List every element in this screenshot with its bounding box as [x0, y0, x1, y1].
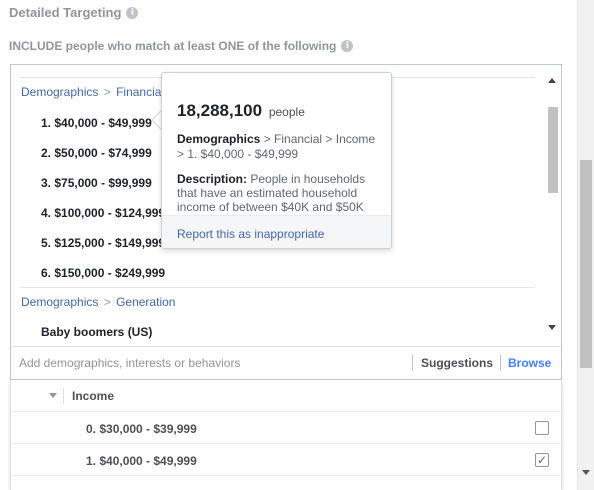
- selected-item[interactable]: 1. $40,000 - $49,999: [41, 116, 152, 130]
- info-icon[interactable]: i: [126, 6, 139, 19]
- tooltip-path-category: Demographics: [177, 132, 261, 146]
- targeting-search-input[interactable]: Add demographics, interests or behaviors: [19, 356, 241, 370]
- selected-item[interactable]: 3. $75,000 - $99,999: [41, 176, 152, 190]
- path-subcategory-link[interactable]: Generation: [116, 295, 176, 309]
- path-category-link[interactable]: Demographics: [21, 295, 99, 309]
- path-separator: >: [103, 85, 111, 99]
- detailed-targeting-label: Detailed Targeting: [9, 5, 122, 20]
- audience-count: 18,288,100: [177, 101, 263, 120]
- include-label: INCLUDE people who match at least ONE of…: [9, 39, 337, 53]
- browse-category-income[interactable]: Income: [11, 380, 561, 412]
- browse-option-label: 1. $40,000 - $49,999: [86, 454, 197, 468]
- browse-option-label: 0. $30,000 - $39,999: [86, 422, 197, 436]
- browse-option[interactable]: 1. $40,000 - $49,999 ✓: [11, 444, 561, 476]
- option-checkbox[interactable]: [535, 421, 549, 435]
- tooltip-path-rest: > Financial > Income > 1. $40,000 - $49,…: [177, 132, 376, 161]
- include-title: INCLUDE people who match at least ONE of…: [9, 39, 354, 53]
- audience-tooltip: 18,288,100 people Demographics > Financi…: [161, 72, 392, 249]
- scroll-up-arrow-icon[interactable]: [548, 78, 556, 83]
- group-path-financial: Demographics > Financial: [21, 85, 164, 99]
- tooltip-description: Description: People in households that h…: [177, 172, 377, 212]
- divider: [20, 287, 534, 288]
- selected-item[interactable]: 6. $150,000 - $249,999: [41, 266, 166, 280]
- audience-size: 18,288,100 people: [177, 101, 305, 121]
- detailed-targeting-title: Detailed Targeting i: [9, 5, 139, 20]
- scroll-down-arrow-icon[interactable]: [548, 325, 556, 330]
- browse-dropdown: Income 0. $30,000 - $39,999 1. $40,000 -…: [10, 380, 562, 490]
- suggestions-button[interactable]: Suggestions: [412, 355, 493, 371]
- page-scrollbar[interactable]: [577, 0, 594, 490]
- selected-item[interactable]: 4. $100,000 - $124,999: [41, 206, 166, 220]
- selected-item[interactable]: 2. $50,000 - $74,999: [41, 146, 152, 160]
- tooltip-path: Demographics > Financial > Income > 1. $…: [177, 132, 377, 162]
- group-path-generation: Demographics > Generation: [21, 295, 175, 309]
- info-icon[interactable]: i: [341, 40, 354, 52]
- browse-option[interactable]: 0. $30,000 - $39,999: [11, 412, 561, 444]
- selected-item[interactable]: Baby boomers (US): [41, 325, 153, 339]
- browse-button[interactable]: Browse: [500, 355, 551, 371]
- tooltip-description-text: People in households that have an estima…: [177, 172, 366, 212]
- list-scrollbar[interactable]: [544, 65, 561, 346]
- browse-category-label: Income: [63, 388, 114, 404]
- path-category-link[interactable]: Demographics: [21, 85, 99, 99]
- audience-unit: people: [268, 105, 305, 119]
- page-scroll-thumb[interactable]: [580, 160, 592, 368]
- scroll-thumb[interactable]: [548, 107, 558, 193]
- path-subcategory-link[interactable]: Financial: [116, 85, 165, 99]
- tooltip-footer: Report this as inappropriate: [162, 215, 391, 248]
- tooltip-description-label: Description:: [177, 172, 248, 186]
- targeting-search-row: Add demographics, interests or behaviors…: [10, 346, 562, 380]
- option-checkbox-checked[interactable]: ✓: [535, 453, 549, 467]
- chevron-down-icon[interactable]: [49, 393, 57, 398]
- path-separator: >: [103, 295, 111, 309]
- scroll-down-arrow-icon[interactable]: [582, 470, 590, 475]
- report-link[interactable]: Report this as inappropriate: [177, 227, 325, 241]
- selected-item[interactable]: 5. $125,000 - $149,999: [41, 236, 166, 250]
